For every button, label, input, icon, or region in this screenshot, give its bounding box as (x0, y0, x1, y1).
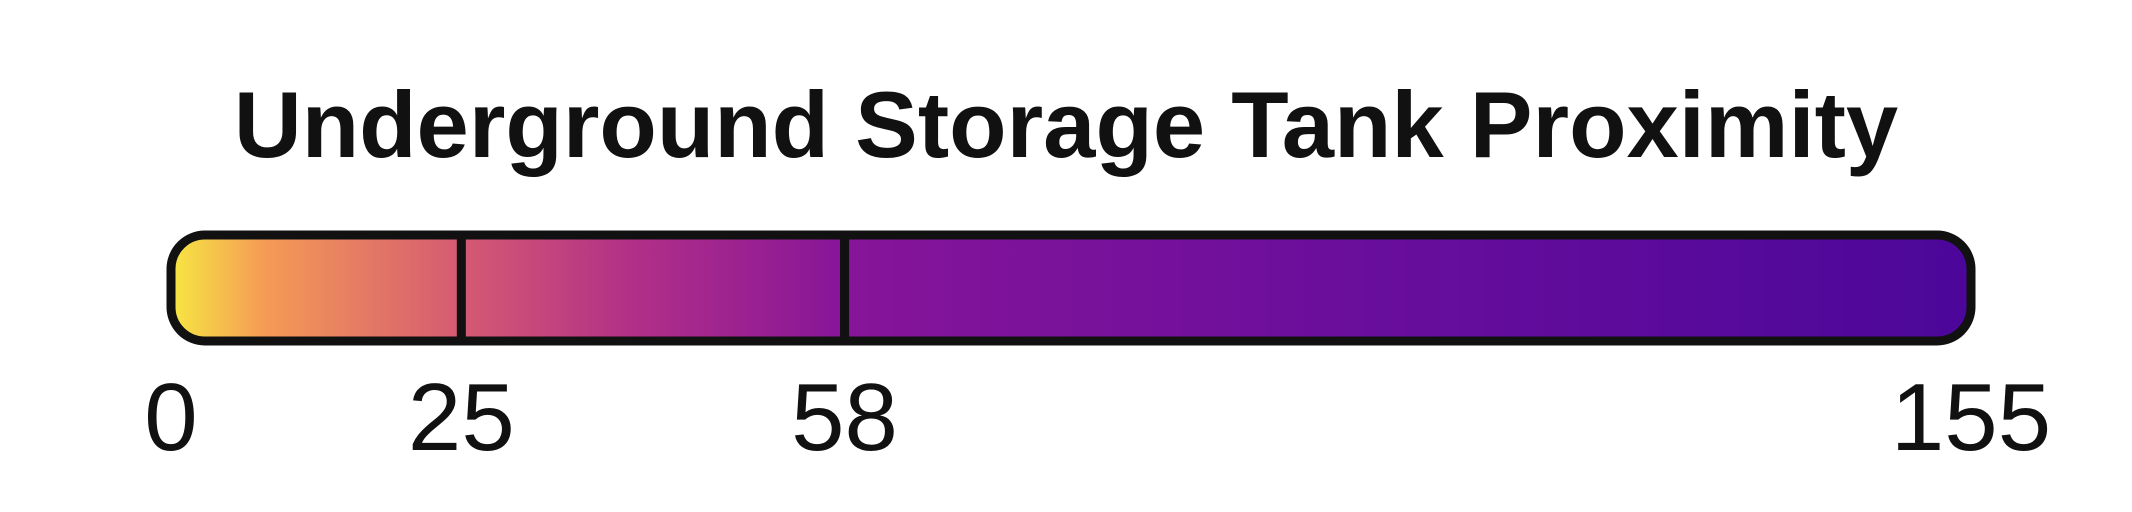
color-ramp (166, 230, 1976, 346)
color-ramp-fill (171, 235, 1971, 341)
tick-label: 0 (144, 364, 197, 471)
tick-label: 58 (791, 364, 898, 471)
legend-title: Underground Storage Tank Proximity (234, 72, 1898, 177)
tick-label: 25 (408, 364, 515, 471)
tick-labels: 0 25 58 155 (144, 364, 2051, 471)
tick-label: 155 (1891, 364, 2051, 471)
color-ramp-outline (166, 230, 1976, 346)
